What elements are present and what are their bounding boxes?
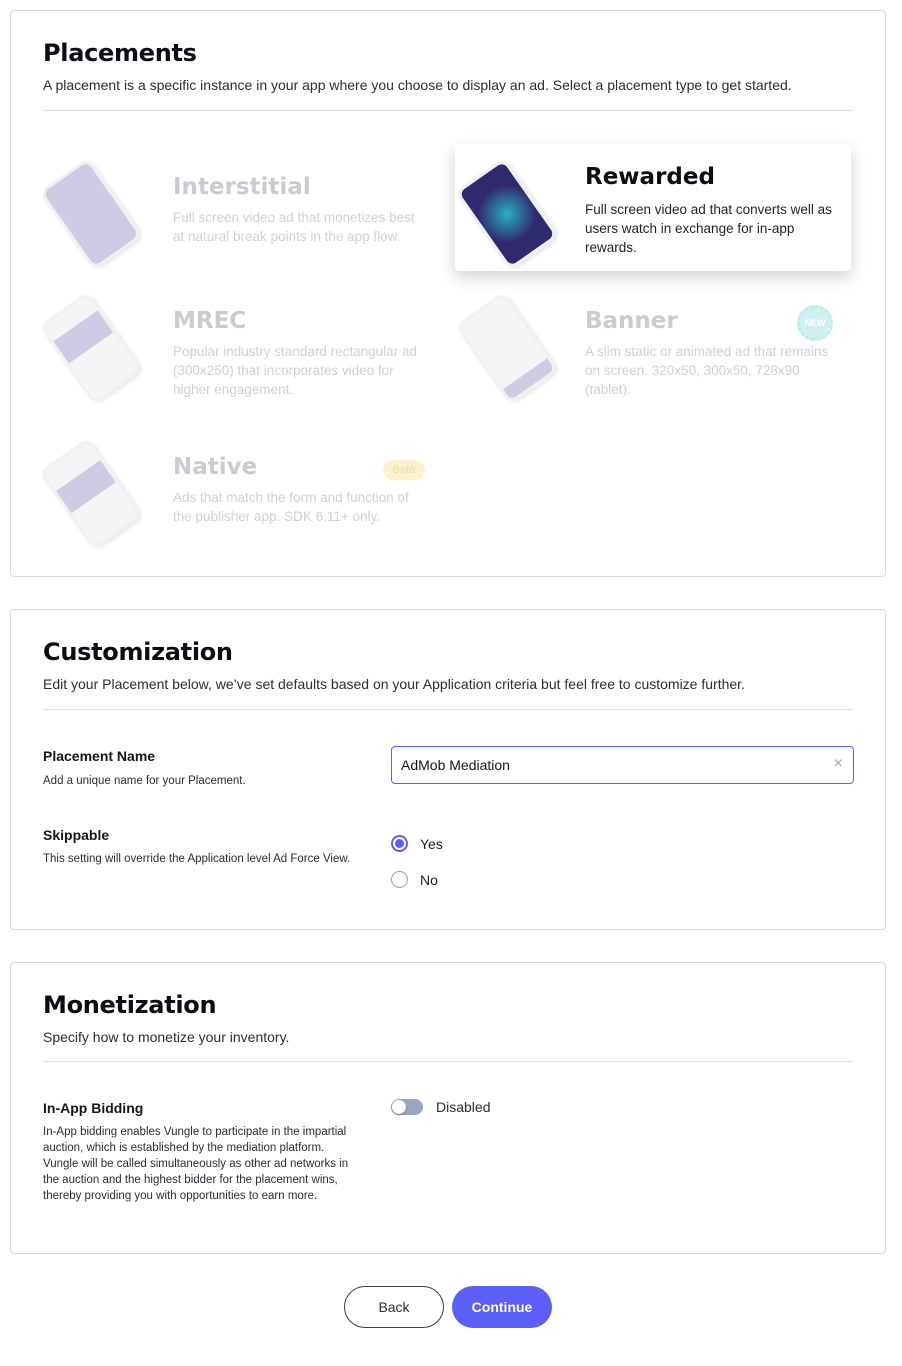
continue-button[interactable]: Continue [452,1286,552,1328]
bidding-toggle[interactable]: Disabled [391,1099,490,1115]
beta-badge: Beta [383,460,425,480]
tile-description: Full screen video ad that converts well … [585,202,832,255]
placement-interstitial[interactable]: Interstitial Full screen video ad that m… [38,144,439,271]
placement-native[interactable]: Native Ads that match the form and funct… [38,424,439,551]
tile-title: Interstitial [173,174,311,200]
phone-rewarded-icon [454,157,560,271]
phone-interstitial-icon [38,157,144,271]
bidding-label: In-App Bidding [43,1100,144,1116]
skippable-label: Skippable [43,827,110,843]
radio-checked-icon [391,835,408,852]
placement-mrec[interactable]: MREC Popular industry standard rectangul… [38,278,439,405]
radio-unchecked-icon [391,871,408,888]
section-subtitle: Edit your Placement below, we’ve set def… [43,676,745,692]
placement-name-label: Placement Name [43,748,156,764]
toggle-switch[interactable] [391,1099,423,1115]
divider [43,1061,853,1062]
tile-description: Ads that match the form and function of … [173,490,409,524]
tile-title: MREC [173,308,247,334]
back-button[interactable]: Back [344,1286,444,1328]
radio-no[interactable]: No [391,871,438,888]
tile-title: Rewarded [585,164,715,190]
radio-label: Yes [420,835,443,852]
divider [43,110,853,111]
radio-label: No [420,871,438,888]
clear-icon[interactable]: × [833,755,843,772]
placements-subtitle: A placement is a specific instance in yo… [43,77,792,93]
monetization-card: Monetization Specify how to monetize you… [10,962,886,1254]
toggle-state-label: Disabled [436,1099,491,1115]
divider [43,709,853,710]
customization-card: Customization Edit your Placement below,… [10,609,886,930]
phone-native-icon [38,437,144,551]
tile-description: Popular industry standard rectangular ad… [173,344,417,397]
new-badge: NEW [797,305,833,341]
tile-description: Full screen video ad that monetizes best… [173,210,415,244]
tile-description: A slim static or animated ad that remain… [585,344,829,397]
page-title: Placements [43,39,197,67]
tile-title: Banner [585,308,678,334]
tile-title: Native [173,454,258,480]
placement-name-value: AdMob Mediation [401,757,510,773]
section-title: Monetization [43,991,217,1019]
section-subtitle: Specify how to monetize your inventory. [43,1029,290,1045]
phone-mrec-icon [38,291,144,405]
bidding-help: In-App bidding enables Vungle to partici… [43,1126,349,1202]
placement-name-input[interactable]: AdMob Mediation × [391,746,854,784]
phone-banner-icon [454,291,560,405]
placements-card: Placements A placement is a specific ins… [10,10,886,577]
radio-yes[interactable]: Yes [391,835,443,852]
placement-name-help: Add a unique name for your Placement. [43,775,246,787]
placement-banner[interactable]: Banner A slim static or animated ad that… [454,278,851,405]
section-title: Customization [43,638,233,666]
skippable-help: This setting will override the Applicati… [43,853,351,865]
placement-rewarded[interactable]: Rewarded Full screen video ad that conve… [454,144,851,271]
